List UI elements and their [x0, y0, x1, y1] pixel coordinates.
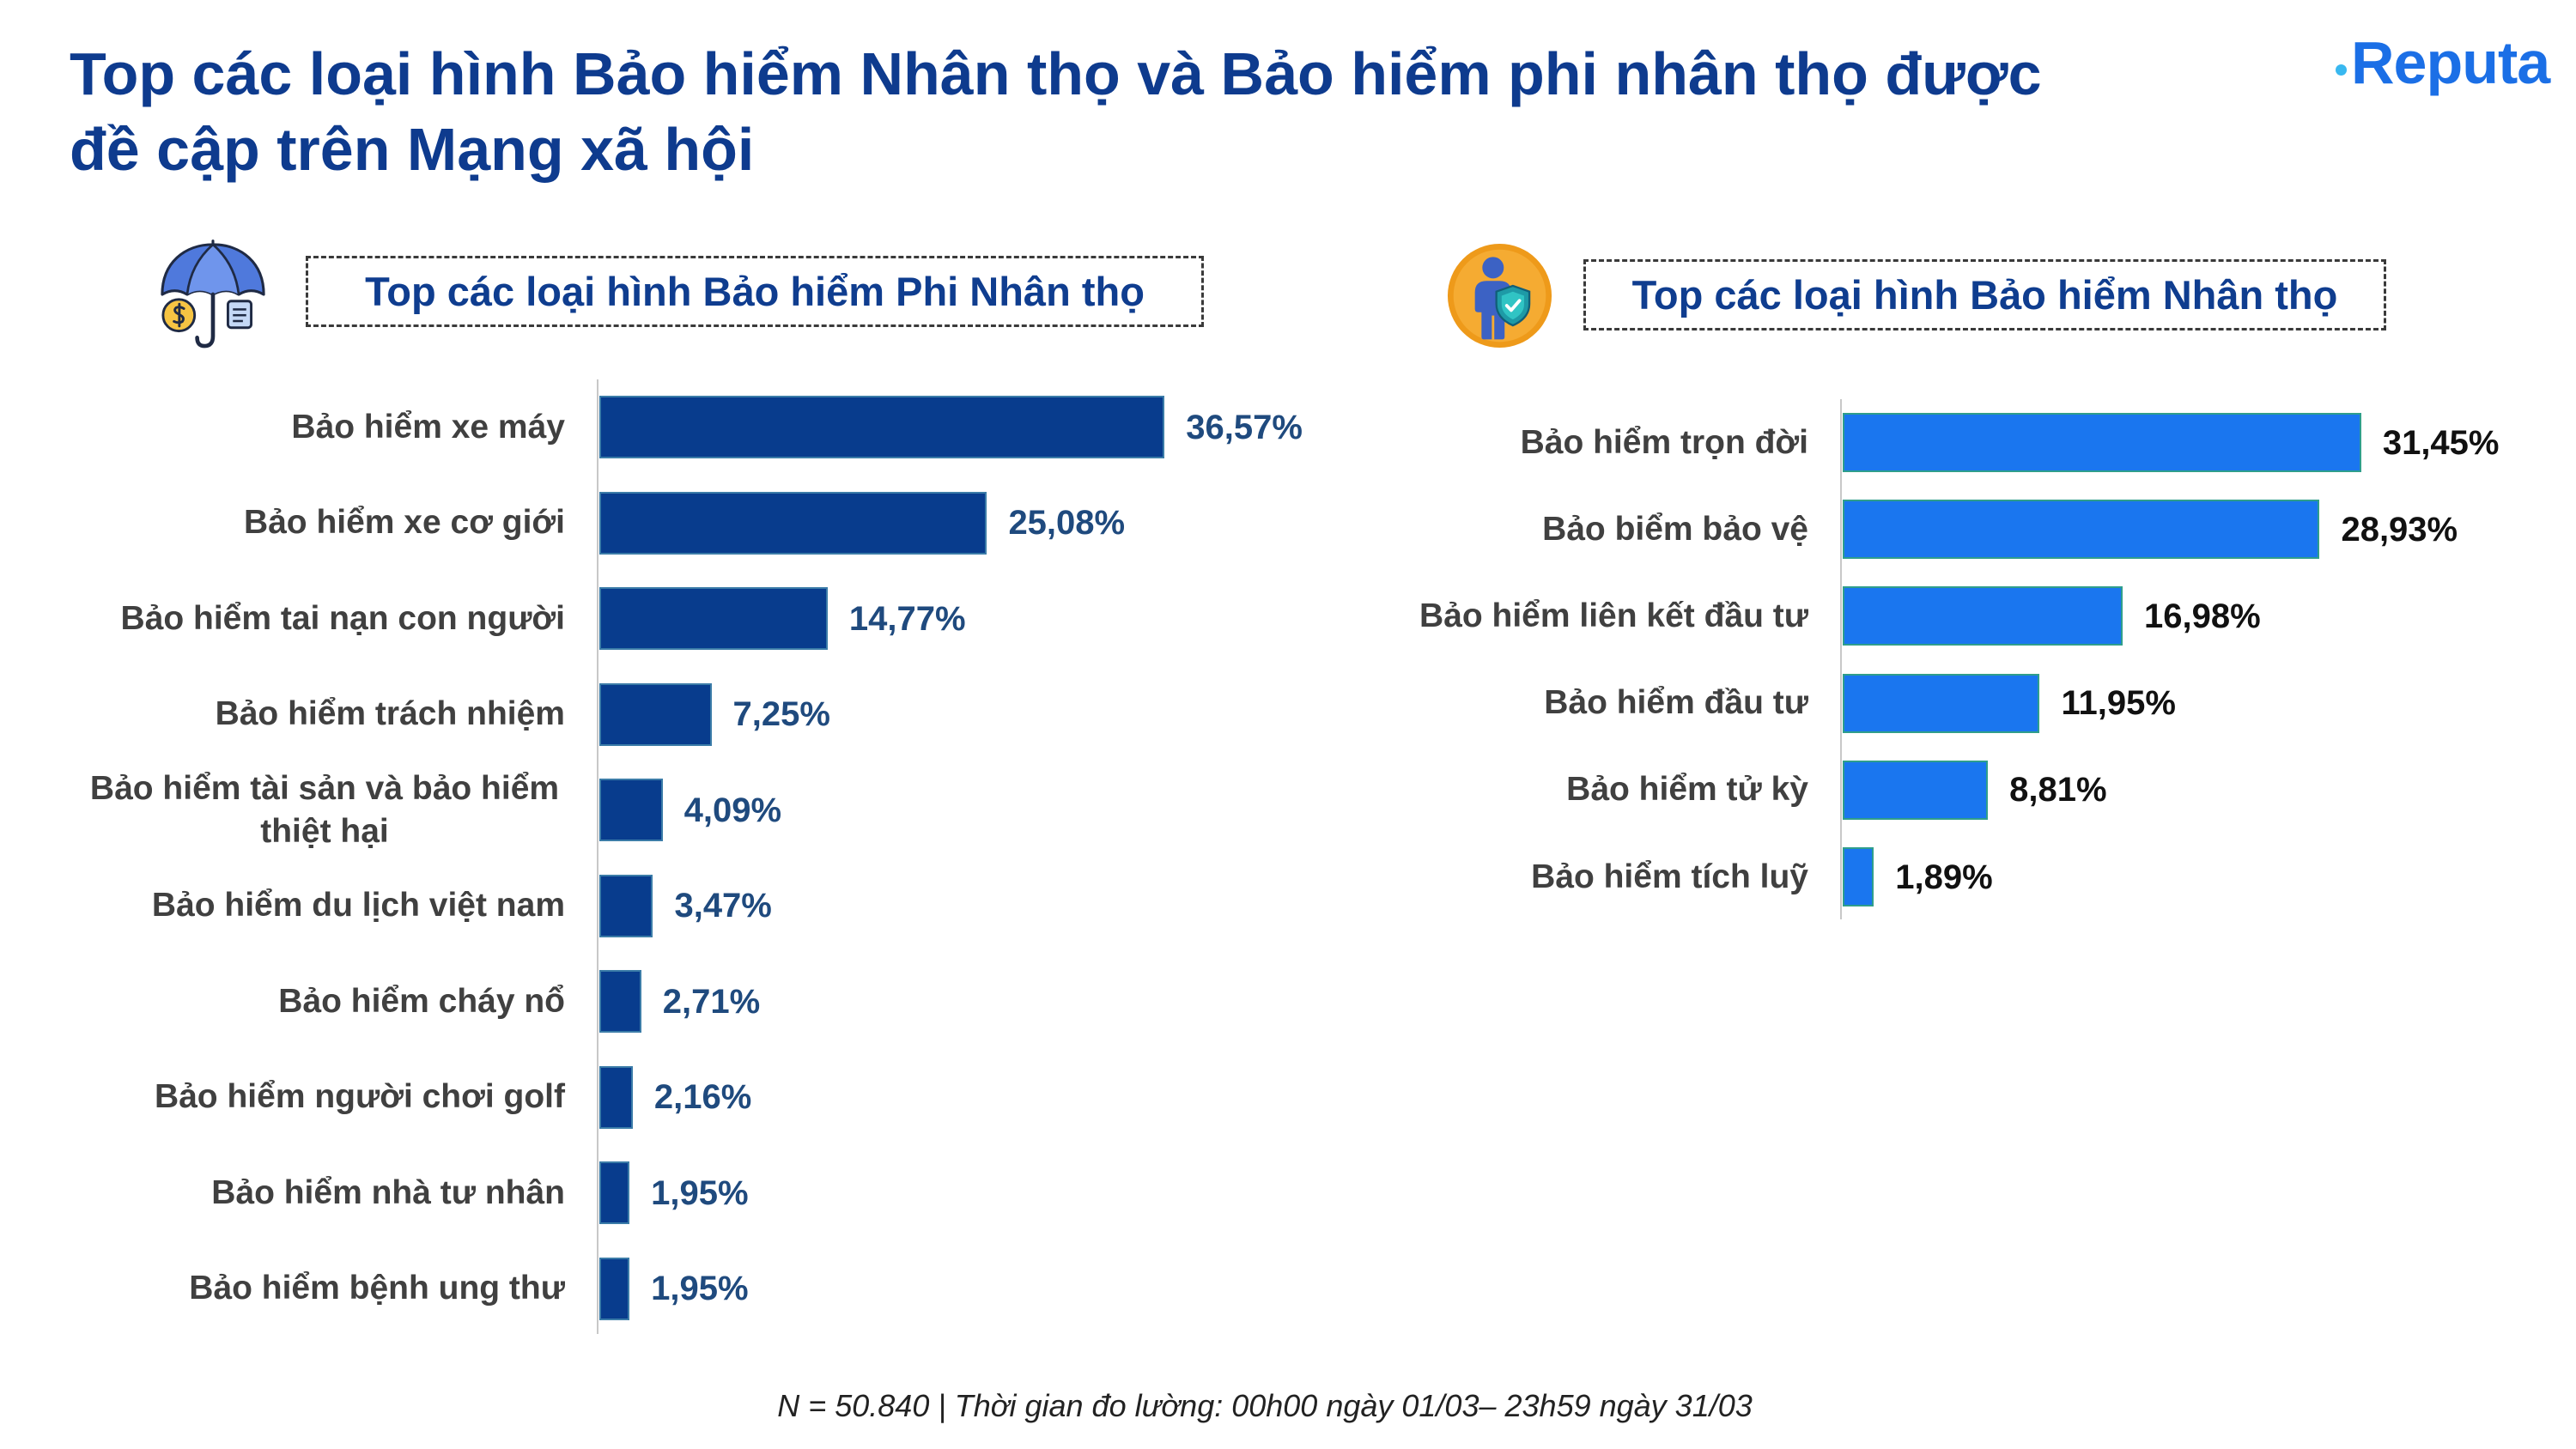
category-label: Bảo hiểm tích luỹ	[1288, 830, 1808, 925]
bar	[1843, 586, 2123, 646]
value-label: 8,81%	[2009, 768, 2106, 811]
category-label-text: Bảo hiểm tử kỳ	[1566, 768, 1808, 811]
category-label-text: Bảo hiểm tích luỹ	[1531, 856, 1808, 899]
value-label: 16,98%	[2144, 595, 2261, 638]
bar	[1843, 413, 2361, 472]
bar	[1843, 847, 1874, 906]
category-label: Bảo hiểm trọn đời	[1288, 396, 1808, 490]
category-label-text: Bảo biểm bảo vệ	[1542, 508, 1808, 551]
category-axis	[1840, 399, 1842, 919]
bar	[1843, 500, 2319, 559]
bar	[1843, 674, 2039, 733]
category-label-text: Bảo hiểm liên kết đầu tư	[1419, 595, 1808, 638]
value-label: 28,93%	[2341, 508, 2458, 551]
category-label: Bảo biểm bảo vệ	[1288, 482, 1808, 577]
category-label: Bảo hiểm đầu tư	[1288, 656, 1808, 750]
category-label: Bảo hiểm liên kết đầu tư	[1288, 569, 1808, 664]
measurement-note: N = 50.840 | Thời gian đo lường: 00h00 n…	[0, 1386, 2530, 1426]
value-label: 11,95%	[2061, 682, 2175, 724]
category-label: Bảo hiểm tử kỳ	[1288, 743, 1808, 837]
value-label: 1,89%	[1895, 856, 1992, 899]
bar	[1843, 761, 1988, 820]
category-label-text: Bảo hiểm trọn đời	[1521, 421, 1808, 464]
value-label: 31,45%	[2383, 421, 2500, 464]
category-label-text: Bảo hiểm đầu tư	[1544, 682, 1808, 724]
